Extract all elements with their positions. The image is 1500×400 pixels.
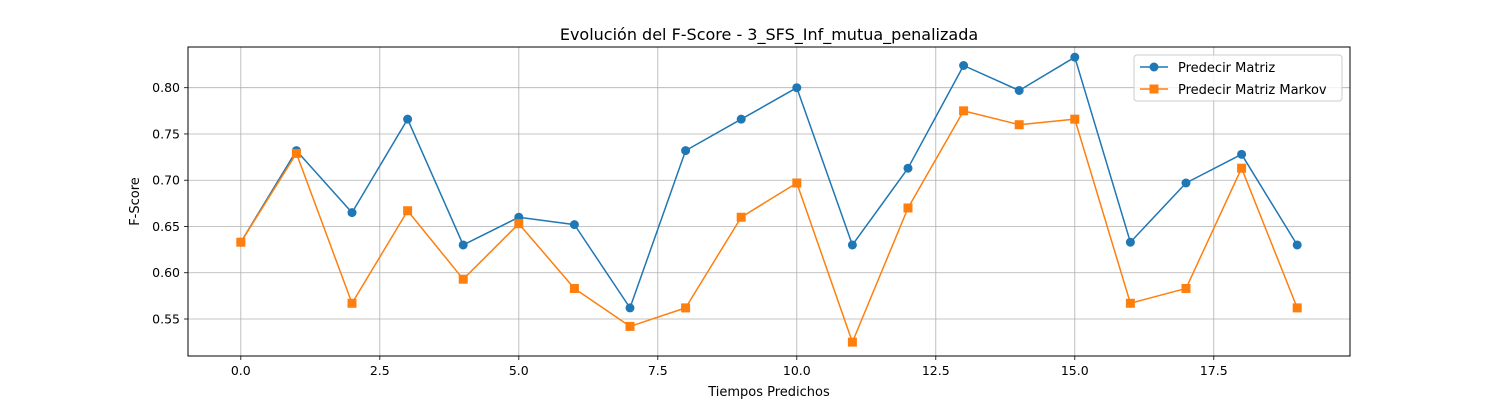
y-tick-label: 0.75	[152, 126, 180, 141]
data-point-square	[1125, 298, 1135, 308]
data-point-square	[959, 106, 969, 116]
x-tick-label: 7.5	[648, 363, 668, 378]
data-point-square	[403, 206, 413, 216]
y-tick-label: 0.55	[152, 311, 180, 326]
data-point-circle	[1181, 178, 1191, 188]
legend-box	[1133, 54, 1343, 102]
data-point-square	[792, 178, 802, 188]
x-axis-label: Tiempos Predichos	[707, 385, 830, 400]
data-point-square	[291, 148, 301, 158]
series-line-predecir-matriz-markov	[240, 110, 1298, 343]
tick-layer: 0.0 2.5 5.0 7.5 10.0 12.5 15.0 17.5 0.55 0.60 0.65…	[152, 80, 1228, 378]
y-tick-label: 0.65	[152, 219, 180, 234]
x-tick-label: 5.0	[509, 363, 529, 378]
data-point-square	[847, 337, 857, 347]
data-point-circle	[903, 163, 913, 173]
data-point-square	[903, 203, 913, 213]
data-point-square	[681, 303, 691, 313]
data-point-square	[458, 274, 468, 284]
x-tick-label: 2.5	[370, 363, 390, 378]
data-point-circle	[403, 114, 413, 124]
x-tick-label: 12.5	[922, 363, 950, 378]
data-point-circle	[1125, 237, 1135, 247]
data-point-square	[347, 298, 357, 308]
legend-label-predecir-matriz-markov: Predecir Matriz Markov	[1178, 83, 1327, 98]
series-predecir-matriz-markov	[236, 106, 1302, 347]
data-point-circle	[569, 220, 579, 230]
data-point-circle	[1292, 240, 1302, 250]
data-point-circle	[792, 83, 802, 93]
data-point-circle	[1014, 85, 1024, 95]
x-tick-label: 17.5	[1200, 363, 1228, 378]
plot-frame	[187, 46, 1351, 357]
legend: Predecir Matriz Predecir Matriz Markov	[1133, 54, 1343, 102]
data-point-circle	[1070, 52, 1080, 62]
data-point-square	[569, 283, 579, 293]
series-predecir-matriz	[236, 52, 1302, 313]
y-tick-label: 0.70	[152, 173, 180, 188]
legend-label-predecir-matriz: Predecir Matriz	[1178, 61, 1275, 76]
data-point-square	[1237, 163, 1247, 173]
series-layer	[236, 52, 1302, 347]
x-tick-label: 15.0	[1061, 363, 1089, 378]
data-point-circle	[959, 61, 969, 71]
data-point-circle	[681, 146, 691, 156]
x-tick-label: 0.0	[231, 363, 251, 378]
data-point-circle	[736, 114, 746, 124]
legend-marker-predecir-matriz	[1149, 62, 1159, 72]
data-point-square	[1181, 283, 1191, 293]
x-tick-label: 10.0	[783, 363, 811, 378]
data-point-square	[514, 219, 524, 229]
data-point-circle	[347, 208, 357, 218]
data-point-square	[736, 212, 746, 222]
data-point-circle	[847, 240, 857, 250]
y-tick-label: 0.80	[152, 80, 180, 95]
data-point-square	[1014, 120, 1024, 130]
legend-marker-predecir-matriz-markov	[1149, 84, 1159, 94]
y-tick-label: 0.60	[152, 265, 180, 280]
series-line-predecir-matriz	[240, 56, 1298, 309]
data-point-circle	[1237, 149, 1247, 159]
data-point-circle	[625, 303, 635, 313]
data-point-square	[236, 237, 246, 247]
data-point-circle	[458, 240, 468, 250]
data-point-square	[1070, 114, 1080, 124]
chart-title: Evolución del F-Score - 3_SFS_Inf_mutua_…	[560, 25, 978, 45]
y-axis-label: F-Score	[128, 177, 143, 226]
data-point-square	[1292, 303, 1302, 313]
data-point-square	[625, 321, 635, 331]
